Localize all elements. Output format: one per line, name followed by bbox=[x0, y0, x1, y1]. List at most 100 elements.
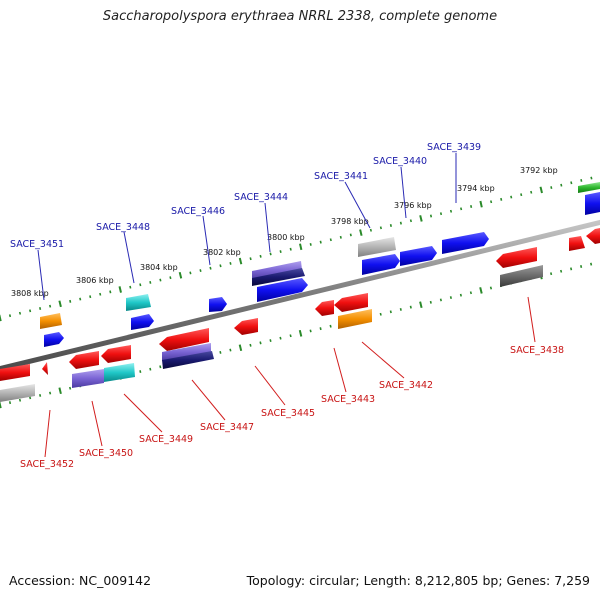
minor-tick bbox=[289, 247, 292, 251]
minor-tick bbox=[409, 305, 412, 309]
minor-tick bbox=[399, 221, 402, 225]
minor-tick bbox=[510, 195, 513, 199]
major-tick bbox=[419, 215, 423, 222]
genome-backbone bbox=[0, 219, 600, 372]
major-tick bbox=[238, 257, 243, 265]
minor-tick bbox=[530, 190, 533, 194]
minor-tick bbox=[18, 311, 22, 315]
minor-tick bbox=[319, 327, 322, 331]
minor-tick bbox=[169, 276, 172, 280]
minor-tick bbox=[69, 386, 72, 390]
minor-tick bbox=[159, 365, 162, 369]
minor-tick bbox=[439, 212, 443, 216]
minor-tick bbox=[99, 292, 102, 296]
minor-tick bbox=[159, 278, 162, 282]
minor-tick bbox=[560, 183, 563, 187]
minor-tick bbox=[580, 179, 583, 182]
minor-tick bbox=[229, 348, 232, 352]
gene-glyphs-reverse bbox=[0, 228, 600, 402]
major-tick bbox=[298, 329, 303, 337]
minor-tick bbox=[429, 300, 432, 304]
kbp-label: 3800 kbp bbox=[267, 233, 305, 242]
minor-tick bbox=[429, 214, 433, 218]
gene-label-forward: SACE_3440 bbox=[373, 156, 427, 167]
leader-lines-reverse bbox=[44, 296, 536, 458]
minor-tick bbox=[8, 314, 12, 318]
minor-tick bbox=[219, 264, 222, 268]
minor-tick bbox=[550, 272, 553, 276]
gene-label-forward: SACE_3444 bbox=[234, 192, 288, 203]
minor-tick bbox=[590, 262, 593, 266]
gene-label-reverse: SACE_3442 bbox=[379, 380, 433, 391]
minor-tick bbox=[49, 304, 52, 308]
minor-tick bbox=[189, 271, 192, 275]
leader-lines-forward bbox=[37, 153, 457, 301]
gene-label-forward: SACE_3451 bbox=[10, 239, 64, 250]
gene-label-reverse: SACE_3447 bbox=[200, 422, 254, 433]
minor-tick bbox=[459, 293, 462, 297]
minor-tick bbox=[379, 226, 382, 230]
minor-tick bbox=[149, 367, 152, 371]
minor-tick bbox=[129, 285, 132, 289]
minor-tick bbox=[329, 238, 332, 242]
minor-tick bbox=[279, 336, 282, 340]
gene-label-reverse: SACE_3443 bbox=[321, 394, 375, 405]
minor-tick bbox=[39, 307, 42, 310]
major-tick bbox=[0, 314, 2, 322]
minor-tick bbox=[29, 309, 32, 313]
minor-tick bbox=[199, 269, 202, 272]
major-tick bbox=[238, 344, 243, 352]
minor-tick bbox=[550, 186, 553, 189]
kbp-label: 3806 kbp bbox=[76, 276, 114, 285]
minor-tick bbox=[469, 291, 472, 295]
minor-tick bbox=[349, 233, 352, 237]
major-tick bbox=[419, 301, 423, 309]
minor-tick bbox=[500, 197, 503, 201]
gene-label-forward: SACE_3441 bbox=[314, 171, 368, 182]
minor-tick bbox=[580, 265, 583, 268]
minor-tick bbox=[209, 266, 212, 270]
genome-summary-text: Topology: circular; Length: 8,212,805 bp… bbox=[246, 573, 590, 588]
gene-label-forward: SACE_3439 bbox=[427, 142, 481, 153]
minor-tick bbox=[449, 296, 452, 299]
minor-tick bbox=[89, 295, 92, 299]
minor-tick bbox=[570, 181, 573, 185]
minor-tick bbox=[309, 329, 312, 333]
kbp-label: 3798 kbp bbox=[331, 217, 369, 226]
minor-tick bbox=[29, 396, 32, 400]
major-tick bbox=[479, 200, 483, 208]
major-tick bbox=[479, 287, 483, 294]
minor-tick bbox=[139, 370, 142, 373]
kbp-label: 3792 kbp bbox=[520, 166, 558, 175]
kbp-label: 3802 kbp bbox=[203, 248, 241, 257]
map-title: Saccharopolyspora erythraea NRRL 2338, c… bbox=[102, 9, 498, 24]
minor-tick bbox=[590, 176, 593, 180]
minor-tick bbox=[289, 334, 292, 338]
minor-tick bbox=[570, 267, 573, 271]
minor-tick bbox=[520, 193, 523, 197]
minor-tick bbox=[149, 281, 152, 284]
kbp-label: 3808 kbp bbox=[11, 289, 49, 298]
tick-track-upper bbox=[0, 176, 593, 322]
minor-tick bbox=[560, 269, 563, 273]
gene-label-reverse: SACE_3438 bbox=[510, 345, 564, 356]
minor-tick bbox=[109, 290, 112, 294]
major-tick bbox=[118, 286, 122, 293]
minor-tick bbox=[249, 257, 252, 261]
kbp-label: 3794 kbp bbox=[457, 184, 495, 193]
minor-tick bbox=[389, 310, 392, 314]
major-tick bbox=[359, 229, 363, 236]
gene-label-reverse: SACE_3445 bbox=[261, 408, 315, 419]
accession-text: Accession: NC_009142 bbox=[9, 573, 152, 588]
gene-label-forward: SACE_3446 bbox=[171, 206, 225, 217]
major-tick bbox=[178, 271, 183, 279]
minor-tick bbox=[79, 297, 82, 301]
minor-tick bbox=[309, 243, 312, 246]
minor-tick bbox=[460, 207, 463, 211]
minor-tick bbox=[49, 391, 52, 395]
gene-label-reverse: SACE_3450 bbox=[79, 448, 133, 459]
gene-label-reverse: SACE_3452 bbox=[20, 459, 74, 470]
major-tick bbox=[539, 186, 543, 194]
minor-tick bbox=[489, 286, 493, 290]
